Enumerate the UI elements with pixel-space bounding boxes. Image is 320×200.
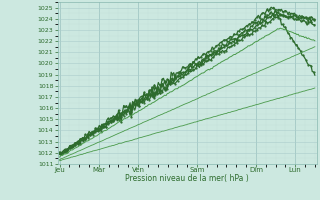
X-axis label: Pression niveau de la mer( hPa ): Pression niveau de la mer( hPa ): [125, 174, 249, 183]
